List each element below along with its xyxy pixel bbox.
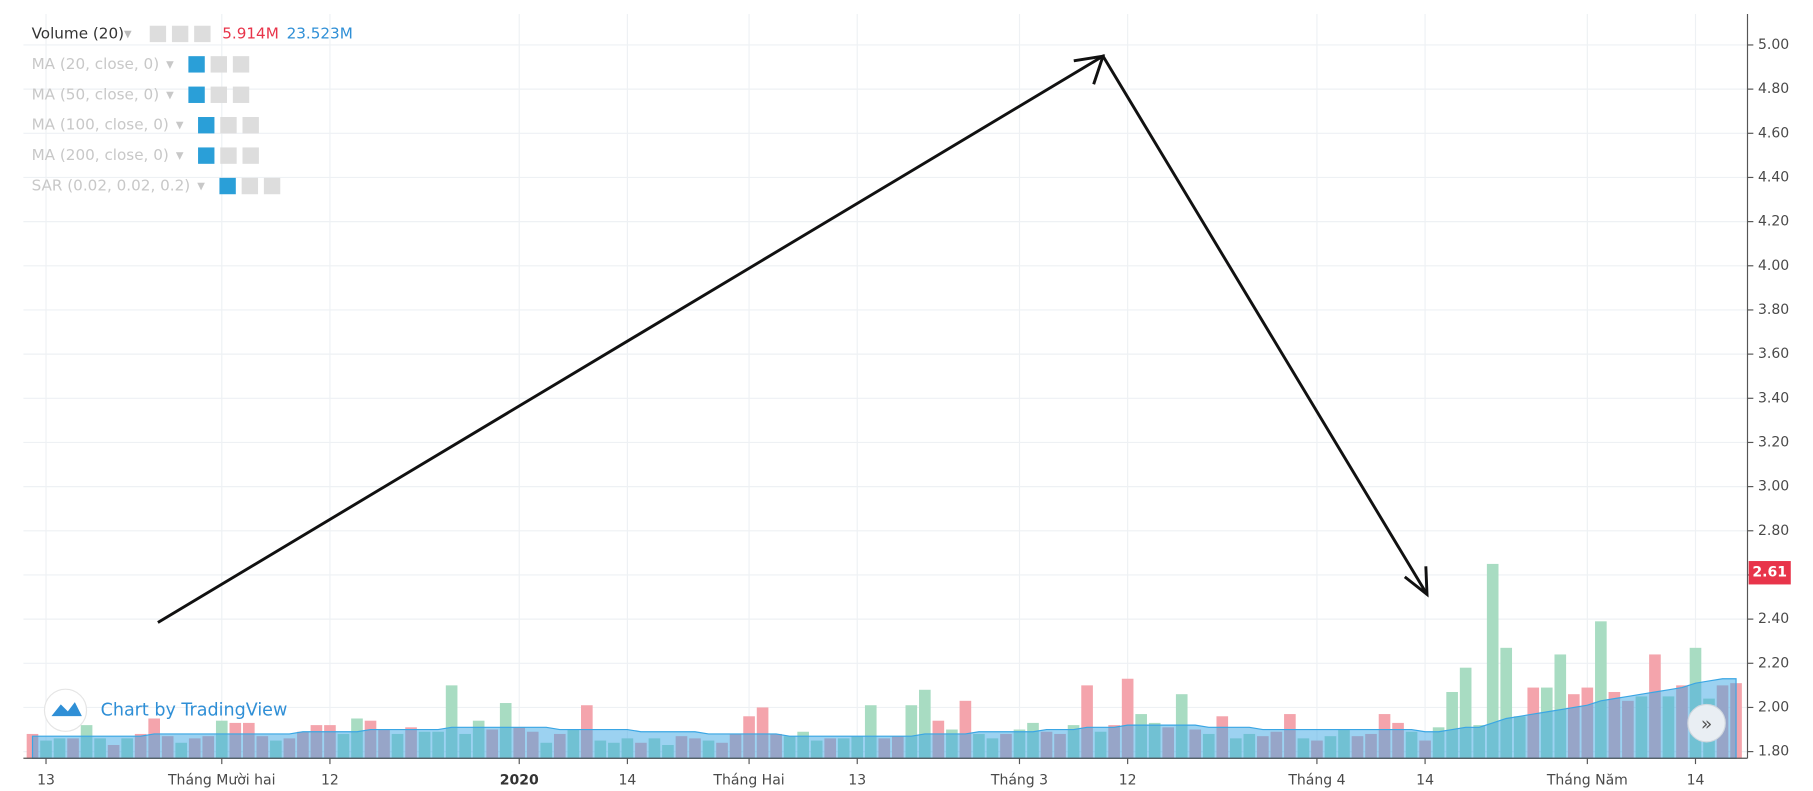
legend-value: 5.914M — [222, 24, 279, 42]
volume-bar — [905, 705, 918, 759]
x-tick-label: Tháng Mười hai — [167, 772, 276, 788]
x-tick-label: Tháng 3 — [990, 772, 1048, 788]
icon-eye[interactable] — [198, 117, 215, 134]
x-tick-label: 14 — [618, 772, 636, 788]
indicator-label: SAR (0.02, 0.02, 0.2) — [32, 177, 191, 195]
y-tick-label: 4.20 — [1758, 214, 1789, 230]
icon[interactable] — [171, 25, 189, 43]
indicator-label: MA (50, close, 0) — [32, 85, 160, 103]
dropdown[interactable]: ▾ — [197, 177, 205, 195]
last-price-label: 2.61 — [1752, 565, 1787, 581]
x-tick-label: 2020 — [500, 772, 539, 788]
icon-close[interactable] — [242, 147, 259, 164]
last-price-box — [1748, 561, 1791, 585]
arrow-head — [1403, 566, 1429, 598]
y-tick-label: 2.00 — [1758, 699, 1789, 715]
scroll-circle[interactable] — [1687, 703, 1726, 743]
x-axis: 13 Tháng Mười hai 12 2020 14 Tháng Hai 13 Tháng… — [37, 758, 1704, 788]
last-price: 2.61 — [1748, 561, 1791, 585]
y-tick-label: 4.40 — [1758, 169, 1789, 185]
volume-bar — [1500, 647, 1513, 759]
x-tick-label: Tháng Năm — [1546, 772, 1628, 788]
icon-close[interactable] — [232, 86, 250, 103]
volume-bar — [1459, 667, 1472, 759]
y-tick-label: 2.40 — [1758, 611, 1789, 627]
credit[interactable]: Chart by TradingView — [43, 688, 288, 732]
icon-settings[interactable] — [210, 56, 227, 73]
y-tick-label: 2.20 — [1758, 655, 1789, 671]
ma-layer — [31, 678, 1737, 759]
dropdown[interactable]: ▾ — [124, 24, 132, 42]
indicator-label: MA (100, close, 0) — [32, 116, 169, 134]
icon[interactable] — [149, 25, 167, 43]
icon-close[interactable] — [263, 177, 281, 195]
volume-bar — [756, 707, 769, 759]
icon-close[interactable] — [232, 56, 250, 73]
y-tick-label: 2.80 — [1758, 523, 1789, 539]
indicator-label: MA (20, close, 0) — [32, 55, 160, 73]
y-tick-label: 4.60 — [1758, 125, 1789, 141]
dropdown[interactable]: ▾ — [176, 146, 184, 164]
volume-bar — [919, 689, 931, 759]
volume-ma-area — [31, 678, 1737, 759]
volume-bar — [1554, 654, 1567, 759]
x-tick-label: 12 — [321, 772, 339, 788]
indicator-label: MA (200, close, 0) — [32, 146, 169, 164]
icon-eye[interactable] — [188, 86, 205, 103]
volume-bar — [445, 685, 458, 759]
y-tick-label: 5.00 — [1758, 37, 1789, 53]
icon-settings[interactable] — [220, 117, 237, 134]
icon[interactable] — [194, 25, 211, 43]
logo-mark — [51, 702, 82, 717]
arrow-head — [1073, 54, 1106, 85]
x-tick-label: 14 — [1687, 772, 1705, 788]
y-tick-label: 3.00 — [1758, 479, 1789, 495]
legend: Volume (20) ▾ 5.914M 23.523M — [32, 24, 353, 42]
y-tick-label: 4.00 — [1758, 258, 1789, 274]
dropdown[interactable]: ▾ — [176, 116, 184, 134]
icon-eye[interactable] — [198, 147, 215, 164]
dropdown[interactable]: ▾ — [166, 55, 174, 73]
volume-bar — [1081, 685, 1093, 759]
scroll-button[interactable]: » — [1687, 703, 1726, 743]
scroll-icon[interactable]: » — [1701, 714, 1712, 735]
icon-settings[interactable] — [241, 177, 259, 195]
y-tick-label: 4.80 — [1758, 81, 1789, 97]
x-tick-label: 13 — [848, 772, 866, 788]
icon-close[interactable] — [242, 117, 259, 134]
x-tick-label: Tháng 4 — [1287, 772, 1345, 788]
volume-bar — [1446, 691, 1458, 759]
y-tick-label: 3.20 — [1758, 434, 1789, 450]
x-tick-label: Tháng Hai — [712, 772, 784, 788]
arrows — [157, 54, 1429, 624]
volume-bar — [1486, 563, 1499, 759]
dropdown[interactable]: ▾ — [166, 85, 174, 103]
y-tick-label: 3.40 — [1758, 390, 1789, 406]
volume-bar — [959, 700, 972, 759]
y-tick-label: 3.80 — [1758, 302, 1789, 318]
volume-bar — [1595, 621, 1607, 759]
x-tick-label: 14 — [1416, 772, 1434, 788]
icon-settings[interactable] — [210, 86, 227, 103]
volume-bar — [864, 705, 877, 759]
legend-value: 23.523M — [287, 24, 353, 42]
y-tick-label: 1.80 — [1758, 744, 1789, 760]
indicators: MA (20, close, 0) ▾ MA (50, close, 0) ▾ MA (… — [32, 55, 281, 195]
y-tick-label: 3.60 — [1758, 346, 1789, 362]
legend-title: Volume (20) — [32, 24, 124, 42]
icon-settings[interactable] — [220, 147, 237, 164]
icon-eye[interactable] — [219, 177, 236, 195]
volume-bar — [1121, 678, 1134, 759]
icon-eye[interactable] — [188, 56, 205, 73]
x-tick-label: 13 — [37, 772, 55, 788]
x-tick-label: 12 — [1119, 772, 1137, 788]
credit-text[interactable]: Chart by TradingView — [101, 700, 288, 720]
